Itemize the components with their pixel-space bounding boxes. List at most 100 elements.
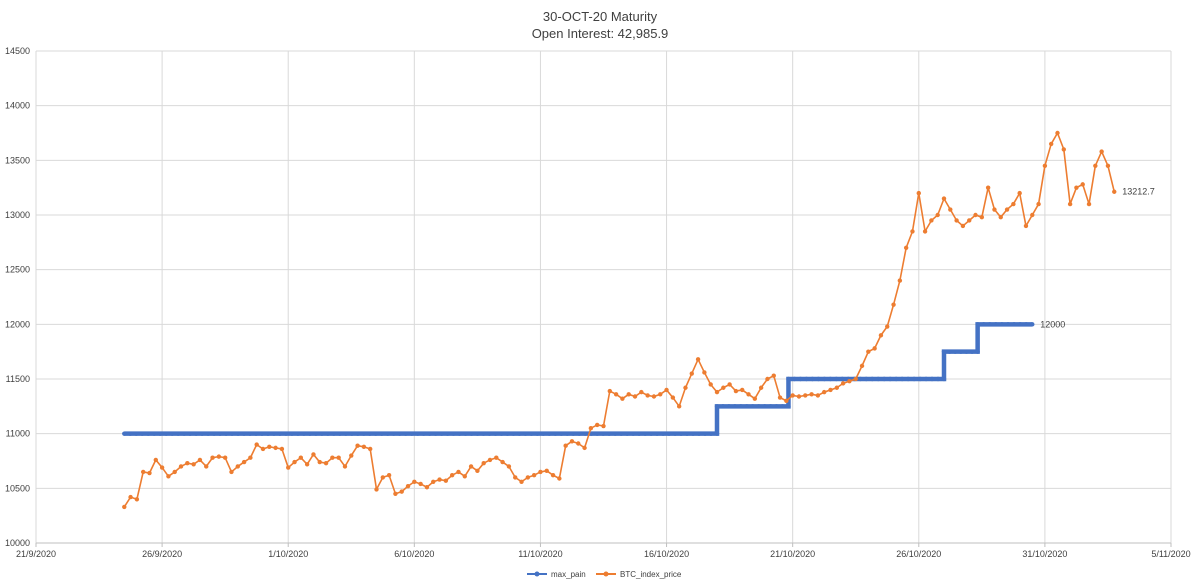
data-point xyxy=(547,431,552,436)
data-point xyxy=(538,469,543,475)
data-point xyxy=(768,404,773,409)
x-tick-label: 21/10/2020 xyxy=(770,549,815,559)
data-point xyxy=(563,443,568,448)
data-point xyxy=(771,373,776,378)
data-point xyxy=(140,431,145,436)
data-point xyxy=(648,431,654,436)
data-point xyxy=(325,431,331,436)
data-point xyxy=(248,455,253,460)
data-point xyxy=(469,431,474,436)
data-point xyxy=(506,464,512,469)
data-point xyxy=(273,445,278,451)
data-point xyxy=(443,478,449,483)
legend-marker-btc-index-price xyxy=(603,571,609,577)
data-point xyxy=(804,376,809,382)
data-point xyxy=(905,376,911,382)
data-point xyxy=(199,431,205,436)
data-point xyxy=(941,349,947,354)
data-point xyxy=(601,423,606,429)
data-point xyxy=(260,446,266,452)
data-point xyxy=(750,404,755,409)
data-point xyxy=(816,376,821,382)
data-point xyxy=(1030,322,1035,327)
data-point xyxy=(903,245,909,250)
data-point xyxy=(337,431,343,436)
data-point xyxy=(658,392,663,397)
data-point xyxy=(630,431,636,436)
data-point xyxy=(361,431,366,436)
axes: 10000 10500 11000 11500 12000 12500 13000 13500… xyxy=(5,46,1191,559)
data-point xyxy=(929,218,934,223)
data-point xyxy=(317,459,322,465)
data-point xyxy=(689,371,694,376)
data-point xyxy=(553,431,558,436)
data-point xyxy=(660,431,666,436)
data-point xyxy=(964,349,969,354)
data-point xyxy=(738,404,744,409)
data-point xyxy=(878,333,884,338)
data-point xyxy=(636,431,642,436)
data-point xyxy=(439,431,444,436)
y-tick-label: 10000 xyxy=(5,538,30,548)
data-point xyxy=(954,218,959,223)
data-point xyxy=(313,431,319,436)
data-point xyxy=(493,431,498,436)
data-point xyxy=(1067,201,1073,207)
x-tick-label: 6/10/2020 xyxy=(394,549,434,559)
data-point xyxy=(1074,185,1079,190)
data-point xyxy=(217,431,223,436)
data-point xyxy=(798,376,803,382)
data-point xyxy=(374,487,379,492)
data-point xyxy=(588,426,594,431)
data-point xyxy=(752,396,758,401)
data-point xyxy=(181,431,187,436)
data-point xyxy=(331,431,337,436)
data-point xyxy=(307,431,313,436)
series-btc-index-price xyxy=(122,130,1117,510)
data-point xyxy=(475,431,480,436)
data-point xyxy=(960,223,966,229)
data-point xyxy=(247,431,253,436)
data-point xyxy=(569,439,575,444)
data-point xyxy=(187,431,193,436)
data-point xyxy=(463,431,468,436)
data-point xyxy=(229,469,234,475)
data-point xyxy=(922,229,928,234)
data-point xyxy=(169,431,175,436)
data-point xyxy=(941,376,947,382)
data-point xyxy=(840,381,846,386)
data-point xyxy=(714,404,720,409)
data-point xyxy=(821,389,827,395)
data-point xyxy=(166,474,171,479)
data-point xyxy=(336,455,341,460)
data-point xyxy=(847,378,852,384)
data-point xyxy=(235,464,240,469)
data-point xyxy=(899,376,905,382)
data-point xyxy=(259,431,265,436)
data-point xyxy=(792,376,797,382)
data-point xyxy=(853,376,858,382)
data-point xyxy=(885,324,890,329)
data-point xyxy=(777,395,783,400)
data-point xyxy=(147,470,152,476)
data-point xyxy=(1105,163,1111,168)
data-point xyxy=(397,431,402,436)
data-point xyxy=(517,431,522,436)
data-point xyxy=(651,394,657,399)
data-point xyxy=(487,457,493,463)
data-point xyxy=(1011,201,1016,207)
data-point xyxy=(405,483,411,489)
data-point xyxy=(690,431,696,436)
x-tick-label: 26/10/2020 xyxy=(896,549,941,559)
data-point xyxy=(935,212,940,218)
data-point xyxy=(323,460,329,466)
data-point xyxy=(678,431,684,436)
data-point xyxy=(223,431,229,436)
data-point xyxy=(893,376,899,382)
data-point xyxy=(582,445,587,451)
data-point xyxy=(292,459,297,465)
data-point xyxy=(505,431,510,436)
grid-lines xyxy=(35,50,1172,544)
data-point xyxy=(391,431,396,436)
data-point xyxy=(525,475,531,480)
